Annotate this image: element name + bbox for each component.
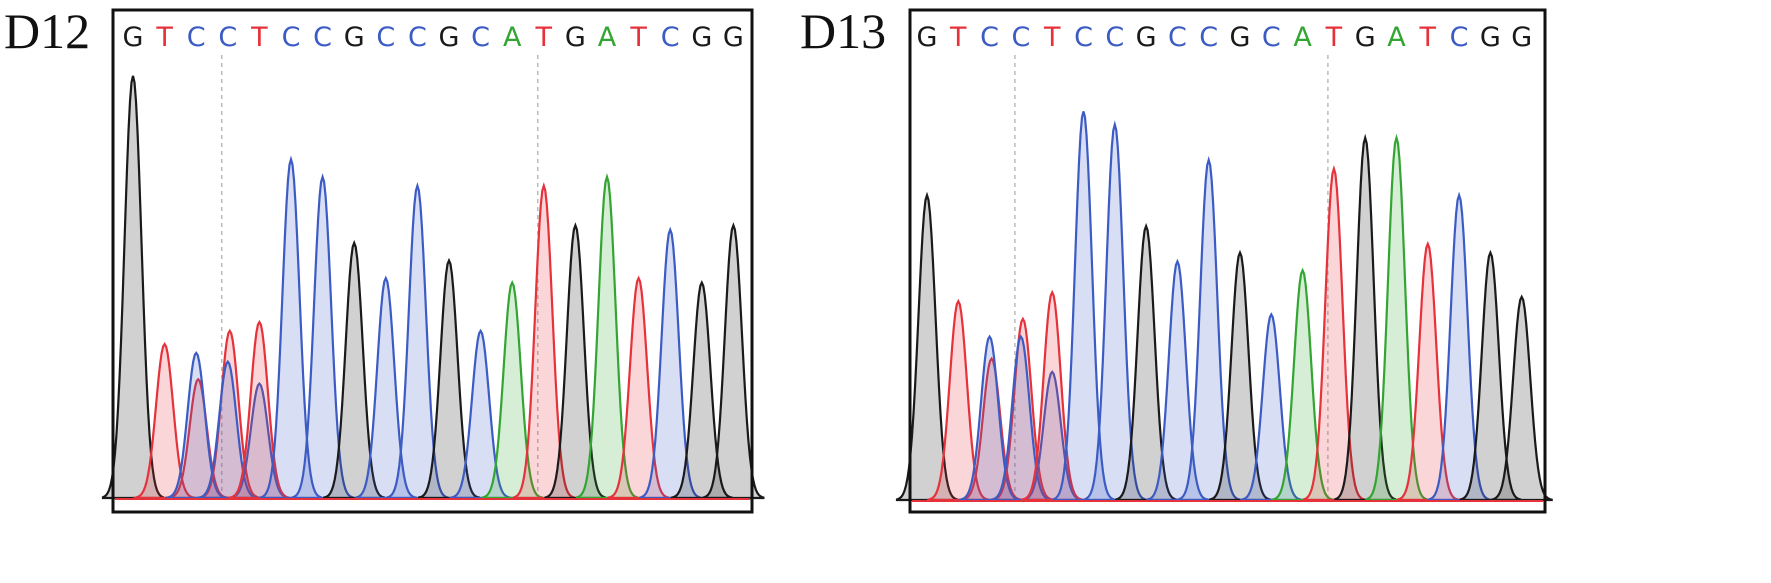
peak-G-19 <box>1459 249 1522 502</box>
panel-label-d13: D13 <box>800 3 887 59</box>
base-call-letter: C <box>1262 22 1281 53</box>
base-call-letter: C <box>313 22 332 53</box>
secondary-peak-T-4 <box>991 316 1054 502</box>
base-call-letter: C <box>980 22 999 53</box>
base-call-letter: T <box>535 22 553 53</box>
peak-T-2 <box>133 342 196 500</box>
peak-C-18 <box>639 226 702 500</box>
peak-C-7 <box>291 173 354 500</box>
peak-C-4 <box>989 334 1052 502</box>
peak-C-9 <box>354 275 417 500</box>
secondary-peak-T-3 <box>960 356 1023 502</box>
base-call-letter: G <box>1355 22 1376 53</box>
peak-C-7 <box>1083 120 1146 502</box>
base-call-letter: C <box>661 22 680 53</box>
peak-T-17 <box>607 275 670 500</box>
peak-C-9 <box>1146 258 1209 502</box>
base-call-letter: C <box>408 22 427 53</box>
base-call-letter: C <box>1450 22 1469 53</box>
peak-T-14 <box>1302 164 1365 502</box>
peak-C-3 <box>958 334 1021 502</box>
base-call-letter: A <box>1387 22 1406 53</box>
base-call-letter: T <box>250 22 268 53</box>
secondary-peak-C-5 <box>228 382 291 500</box>
peak-C-10 <box>1177 156 1240 502</box>
base-call-letter: G <box>1136 22 1157 53</box>
peak-C-12 <box>449 328 512 500</box>
base-call-letter: G <box>1230 22 1251 53</box>
peak-A-16 <box>575 173 639 500</box>
base-call-letter: G <box>565 22 586 53</box>
base-call-letter: G <box>439 22 460 53</box>
base-call-letter: T <box>629 22 647 53</box>
peak-G-11 <box>417 257 481 500</box>
peak-G-11 <box>1208 249 1272 502</box>
plot-frame <box>908 8 1547 514</box>
peak-C-10 <box>386 182 449 500</box>
peak-C-18 <box>1428 191 1491 502</box>
base-call-letter: C <box>282 22 301 53</box>
plot-frame <box>111 8 754 514</box>
base-call-letter: G <box>344 22 365 53</box>
base-call-letter: G <box>917 22 938 53</box>
peak-T-17 <box>1396 240 1459 502</box>
peak-C-3 <box>165 350 228 500</box>
peak-C-6 <box>1052 111 1115 502</box>
peak-C-4 <box>196 359 259 500</box>
base-call-letter: C <box>376 22 395 53</box>
peak-A-13 <box>481 279 544 500</box>
panel-label-d12: D12 <box>4 3 91 59</box>
base-call-letter: T <box>1043 22 1061 53</box>
base-call-letter: T <box>1419 22 1437 53</box>
peak-G-8 <box>1115 222 1178 502</box>
secondary-peak-T-4 <box>198 328 261 500</box>
base-call-letter: A <box>1293 22 1312 53</box>
peak-C-6 <box>259 155 323 500</box>
base-call-letter: C <box>471 22 490 53</box>
peak-A-13 <box>1271 267 1334 502</box>
peak-T-2 <box>927 298 990 502</box>
peak-G-20 <box>702 222 765 500</box>
base-call-letter: T <box>1325 22 1343 53</box>
peak-C-12 <box>1240 312 1303 502</box>
peak-T-5 <box>228 319 291 500</box>
base-call-letter: G <box>691 22 712 53</box>
peak-G-15 <box>1334 133 1397 502</box>
base-call-letter: C <box>218 22 237 53</box>
base-call-letter: C <box>1011 22 1030 53</box>
peak-T-14 <box>512 182 575 500</box>
base-call-letter: T <box>949 22 967 53</box>
base-call-letter: G <box>1480 22 1501 53</box>
base-call-letter: G <box>123 22 144 53</box>
base-call-letter: C <box>1105 22 1124 53</box>
peak-A-16 <box>1365 133 1428 502</box>
peak-G-8 <box>323 239 386 500</box>
base-call-letter: G <box>723 22 744 53</box>
peak-G-15 <box>544 222 607 500</box>
peak-G-1 <box>895 191 959 502</box>
base-call-letter: T <box>155 22 173 53</box>
base-call-letter: C <box>1168 22 1187 53</box>
peak-G-19 <box>670 279 733 500</box>
base-call-letter: C <box>187 22 206 53</box>
base-call-letter: A <box>598 22 617 53</box>
secondary-peak-C-5 <box>1021 370 1084 502</box>
base-call-letter: C <box>1074 22 1093 53</box>
base-call-letter: A <box>503 22 522 53</box>
peak-T-5 <box>1021 289 1084 502</box>
base-call-letter: C <box>1199 22 1218 53</box>
base-call-letter: G <box>1511 22 1532 53</box>
